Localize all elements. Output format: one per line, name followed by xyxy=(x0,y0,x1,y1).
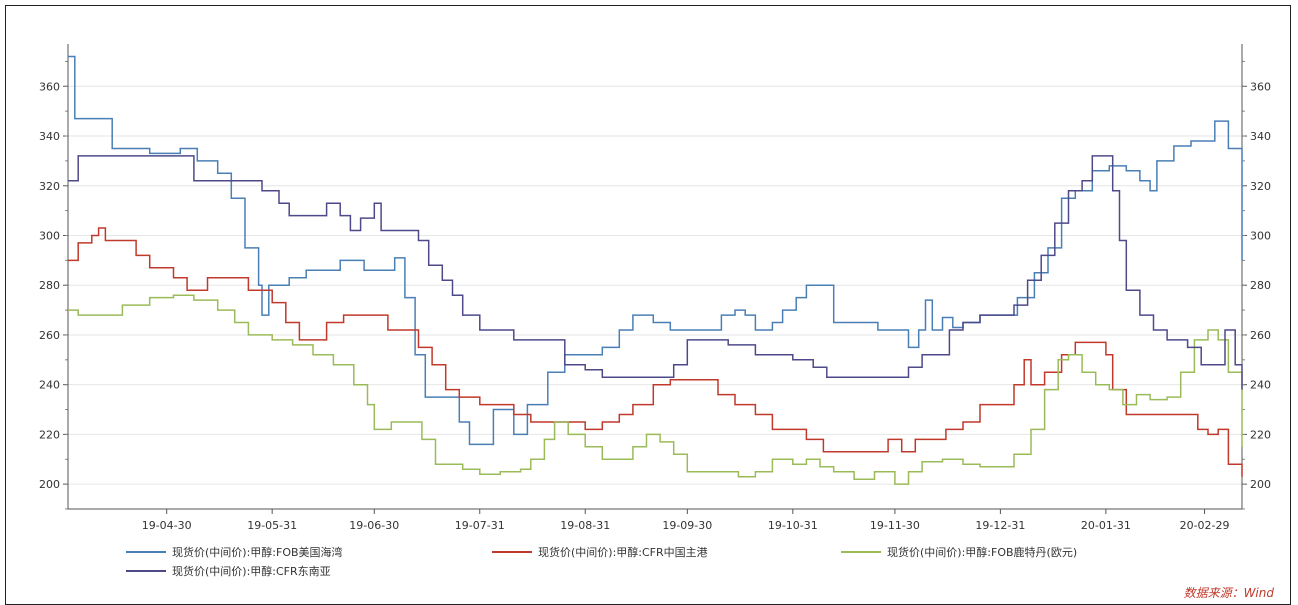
y-tick-label-left: 340 xyxy=(39,130,60,143)
y-tick-label-right: 340 xyxy=(1250,130,1271,143)
source-note: 数据来源：Wind xyxy=(1183,586,1274,600)
legend-label: 现货价(中间价):甲醇:FOB美国海湾 xyxy=(172,546,343,559)
x-tick-label: 19-09-30 xyxy=(662,519,712,532)
legend-item: 现货价(中间价):甲醇:FOB鹿特丹(欧元) xyxy=(841,544,1077,560)
series-line-2 xyxy=(68,294,1243,485)
x-tick-label: 19-05-31 xyxy=(247,519,297,532)
y-tick-label-right: 280 xyxy=(1250,279,1271,292)
x-tick-label: 20-01-31 xyxy=(1081,519,1131,532)
y-tick-label-right: 220 xyxy=(1250,428,1271,441)
y-tick-label-left: 320 xyxy=(39,180,60,193)
x-tick-label: 19-12-31 xyxy=(975,519,1025,532)
legend-item: 现货价(中间价):甲醇:CFR东南亚 xyxy=(126,563,331,579)
legend-item: 现货价(中间价):甲醇:FOB美国海湾 xyxy=(126,544,343,560)
x-tick-label: 19-11-30 xyxy=(870,519,920,532)
legend-swatch xyxy=(492,551,532,553)
y-tick-label-right: 260 xyxy=(1250,329,1271,342)
y-tick-label-right: 320 xyxy=(1250,180,1271,193)
y-tick-label-left: 280 xyxy=(39,279,60,292)
chart-frame: 200 200 220 220 240 240 260 260 280 280 300 300 320 3… xyxy=(5,5,1291,605)
legend-item: 现货价(中间价):甲醇:CFR中国主港 xyxy=(492,544,708,560)
y-tick-label-left: 260 xyxy=(39,329,60,342)
legend-label: 现货价(中间价):甲醇:FOB鹿特丹(欧元) xyxy=(887,546,1078,559)
x-tick-label: 19-08-31 xyxy=(560,519,610,532)
legend-swatch xyxy=(841,551,881,553)
series-line-0 xyxy=(68,55,1243,446)
y-tick-label-left: 240 xyxy=(39,379,60,392)
y-tick-label-right: 300 xyxy=(1250,229,1271,242)
x-tick-label: 20-02-29 xyxy=(1180,519,1230,532)
legend-label: 现货价(中间价):甲醇:CFR东南亚 xyxy=(172,565,331,578)
y-tick-label-left: 300 xyxy=(39,229,60,242)
x-tick-label: 19-04-30 xyxy=(142,519,192,532)
y-tick-label-left: 200 xyxy=(39,478,60,491)
legend-swatch xyxy=(126,570,166,572)
y-tick-label-right: 360 xyxy=(1250,80,1271,93)
x-tick-label: 19-07-31 xyxy=(455,519,505,532)
y-tick-label-right: 240 xyxy=(1250,379,1271,392)
x-tick-label: 19-06-30 xyxy=(349,519,399,532)
line-chart: 200 200 220 220 240 240 260 260 280 280 300 300 320 3… xyxy=(39,44,1271,532)
x-tick-label: 19-10-31 xyxy=(768,519,818,532)
series-line-1 xyxy=(68,227,1243,477)
y-tick-label-right: 200 xyxy=(1250,478,1271,491)
series-line-3 xyxy=(68,155,1243,390)
legend-label: 现货价(中间价):甲醇:CFR中国主港 xyxy=(538,546,708,559)
y-tick-label-left: 220 xyxy=(39,428,60,441)
legend-swatch xyxy=(126,551,166,553)
y-tick-label-left: 360 xyxy=(39,80,60,93)
